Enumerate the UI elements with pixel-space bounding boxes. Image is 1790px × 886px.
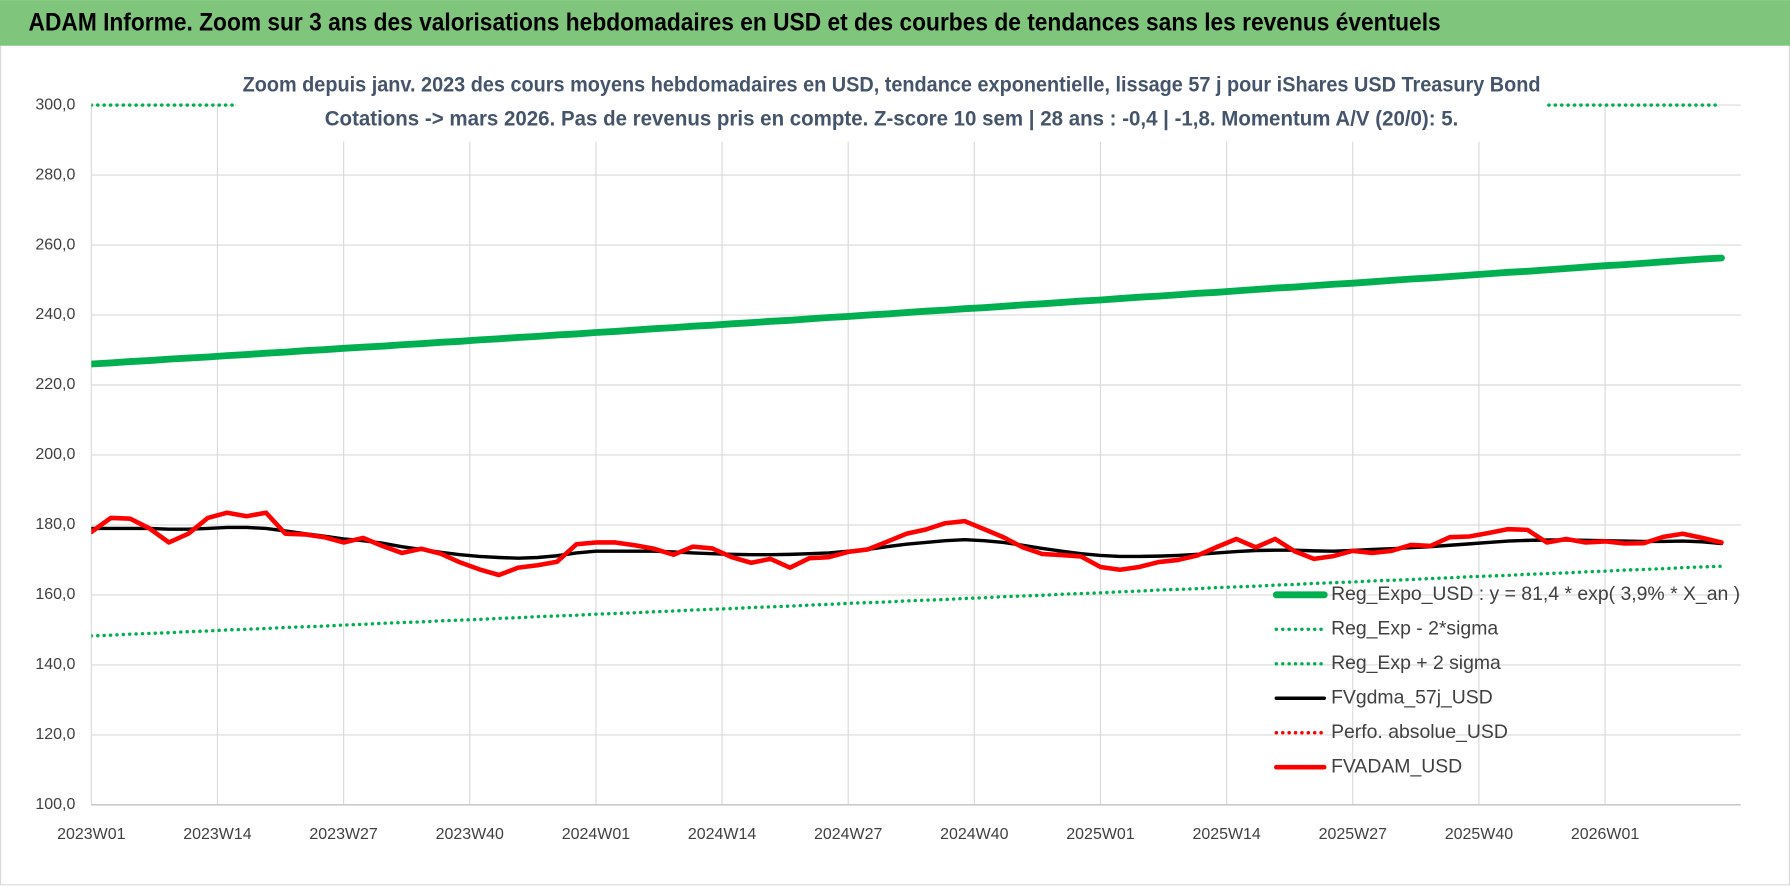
x-tick-label: 2024W01: [562, 826, 630, 843]
x-tick-label: 2026W01: [1571, 826, 1639, 843]
series-line: [91, 525, 1724, 560]
x-tick-label: 2025W27: [1319, 826, 1387, 843]
x-tick-label: 2024W14: [688, 826, 756, 843]
y-tick-label: 200,0: [35, 446, 75, 463]
legend-label: Reg_Exp - 2*sigma: [1331, 617, 1498, 639]
x-tick-label: 2025W40: [1445, 826, 1513, 843]
y-tick-label: 240,0: [35, 306, 75, 323]
y-tick-label: 260,0: [35, 236, 75, 253]
x-tick-label: 2023W14: [183, 826, 251, 843]
y-tick-label: 180,0: [35, 516, 75, 533]
chart-title: Zoom depuis janv. 2023 des cours moyens …: [243, 71, 1541, 96]
x-tick-label: 2023W40: [436, 826, 504, 843]
legend: Reg_Expo_USD : y = 81,4 * exp( 3,9% * X_…: [1272, 583, 1740, 777]
chart-subtitle: Cotations -> mars 2026. Pas de revenus p…: [325, 106, 1459, 131]
legend-label: FVgdma_57j_USD: [1331, 686, 1493, 708]
y-tick-label: 120,0: [35, 726, 75, 743]
legend-label: Reg_Exp + 2 sigma: [1331, 652, 1501, 674]
series-layer: [91, 103, 1725, 638]
x-tick-label: 2023W01: [57, 826, 125, 843]
x-tick-label: 2025W14: [1192, 826, 1260, 843]
y-tick-label: 280,0: [35, 166, 75, 183]
header-title: ADAM Informe. Zoom sur 3 ans des valoris…: [29, 9, 1441, 37]
legend-label: FVADAM_USD: [1331, 755, 1462, 777]
legend-label: Perfo. absolue_USD: [1331, 721, 1508, 743]
series-line: [91, 254, 1725, 368]
y-tick-label: 140,0: [35, 656, 75, 673]
legend-label: Reg_Expo_USD : y = 81,4 * exp( 3,9% * X_…: [1331, 583, 1740, 605]
y-tick-label: 300,0: [35, 96, 75, 113]
header-band: [0, 0, 1790, 46]
y-tick-label: 220,0: [35, 376, 75, 393]
x-tick-label: 2024W27: [814, 826, 882, 843]
x-tick-label: 2025W01: [1066, 826, 1134, 843]
x-tick-label: 2024W40: [940, 826, 1008, 843]
y-tick-label: 100,0: [35, 796, 75, 813]
y-tick-label: 160,0: [35, 586, 75, 603]
chart-frame: [0, 42, 1790, 886]
x-tick-label: 2023W27: [309, 826, 377, 843]
series-line: [91, 510, 1724, 578]
title-box: [236, 66, 1547, 142]
